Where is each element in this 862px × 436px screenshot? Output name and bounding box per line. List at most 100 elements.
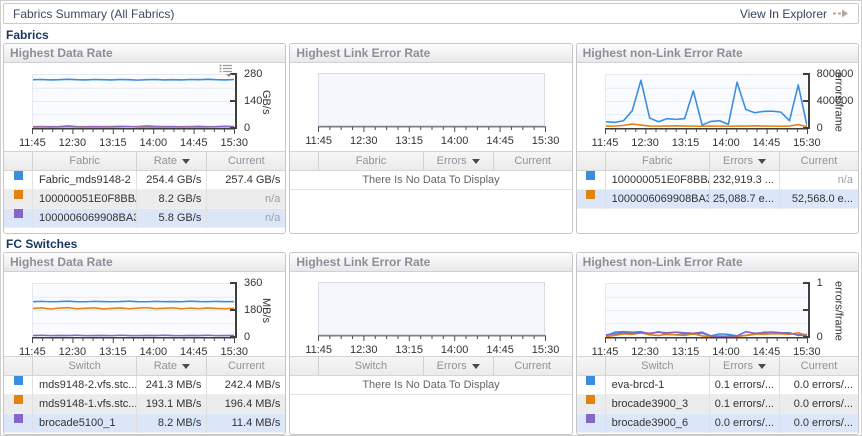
no-data-message: There Is No Data To Display xyxy=(290,171,572,190)
table-row[interactable]: brocade3900_6 0.0 errors/... 0.0 errors/..… xyxy=(576,414,858,433)
column-header-label: Errors xyxy=(723,360,753,372)
column-header-errors[interactable]: Errors xyxy=(710,152,780,171)
row-swatch-cell xyxy=(577,171,606,190)
table-row[interactable]: 100000051E0F8BBA 232,919.3 ... n/a xyxy=(576,171,858,190)
column-header-label: Errors xyxy=(436,155,467,167)
table-row[interactable]: eva-brcd-1 0.1 errors/... 0.0 errors/... xyxy=(576,376,858,395)
x-tick-label: 15:30 xyxy=(220,137,248,149)
y-axis-unit-label: errors/frame xyxy=(832,281,845,341)
x-axis-labels: 11:45 12:30 13:15 14:00 14:45 15:30 xyxy=(592,346,821,358)
table-header-row: Fabric Rate Current xyxy=(4,152,286,171)
column-header-current[interactable]: Current xyxy=(780,152,858,171)
series-color-swatch xyxy=(586,395,596,404)
y-tick-label: 180 xyxy=(244,304,263,316)
table-row[interactable]: mds9148-2.vfs.stc... 241.3 MB/s 242.4 MB/s xyxy=(4,376,286,395)
column-header-fabric[interactable]: Fabric xyxy=(319,152,424,171)
swatch-column-header xyxy=(4,357,33,376)
table-row[interactable]: Fabric_mds9148-2 254.4 GB/s 257.4 GB/s xyxy=(4,171,286,190)
x-tick-label: 14:45 xyxy=(180,346,208,358)
column-header-label: Current xyxy=(800,360,838,372)
y-tick xyxy=(802,282,810,284)
swatch-column-header xyxy=(577,357,606,376)
series-color-swatch xyxy=(586,376,596,385)
x-tick-label: 12:30 xyxy=(349,135,378,147)
row-value: 25,088.7 e... xyxy=(710,190,780,209)
panel-switches-highest-nonlink-error-rate: Highest non-Link Error Rate 1 0 errors/fra… xyxy=(575,252,859,435)
row-value: 8.2 GB/s xyxy=(137,190,208,209)
panel-title: Highest Link Error Rate xyxy=(290,44,572,63)
x-tick-label: 15:30 xyxy=(793,137,821,149)
row-swatch-cell xyxy=(577,414,606,433)
column-header-label: Fabric xyxy=(355,155,387,167)
table-row[interactable]: 1000006069908BA3 5.8 GB/s n/a xyxy=(4,209,286,228)
y-tick xyxy=(230,73,237,75)
column-header-errors[interactable]: Errors xyxy=(424,152,494,171)
row-name: 1000006069908BA3 xyxy=(606,190,710,209)
column-header-rate[interactable]: Rate xyxy=(137,357,208,376)
y-tick-label: 0 xyxy=(244,122,251,134)
column-header-current[interactable]: Current xyxy=(494,357,572,376)
row-current: n/a xyxy=(265,212,281,224)
column-header-label: Switch xyxy=(641,360,674,372)
column-header-fabric[interactable]: Fabric xyxy=(606,152,710,171)
swatch-column-header xyxy=(577,152,606,171)
series-color-swatch xyxy=(13,209,23,218)
series-color-swatch xyxy=(13,414,23,423)
column-header-current[interactable]: Current xyxy=(207,357,285,376)
y-tick-label: 1 xyxy=(816,277,823,289)
table-row[interactable]: brocade5100_1 8.2 MB/s 11.4 MB/s xyxy=(4,414,286,433)
row-current: 52,568.0 e... xyxy=(791,193,853,205)
x-tick-label: 13:15 xyxy=(395,344,423,356)
row-name: 100000051E0F8BBA xyxy=(33,190,138,209)
row-value: 241.3 MB/s xyxy=(137,376,208,395)
arrow-right-icon xyxy=(833,9,848,18)
plot-area xyxy=(32,74,234,128)
x-tick-label: 11:45 xyxy=(19,346,46,358)
switches-nonlink-error-chart: 1 0 errors/frame 11:45 12:30 13:15 14:00 14:45 1… xyxy=(577,272,858,358)
column-header-switch[interactable]: Switch xyxy=(33,357,138,376)
fabrics-data-rate-table: Fabric Rate Current Fabric_mds9148-2 254.4 G… xyxy=(4,151,286,228)
column-header-switch[interactable]: Switch xyxy=(606,357,710,376)
table-header-row: Fabric Errors Current xyxy=(290,152,572,171)
column-header-errors[interactable]: Errors xyxy=(424,357,494,376)
table-row[interactable]: 100000051E0F8BBA 8.2 GB/s n/a xyxy=(4,190,286,209)
column-header-errors[interactable]: Errors xyxy=(710,357,780,376)
y-tick-label: 280 xyxy=(244,68,263,80)
row-swatch-cell xyxy=(4,190,33,209)
x-tick-label: 14:00 xyxy=(712,137,740,149)
switches-nonlink-error-table: Switch Errors Current eva-brcd-1 0.1 errors/… xyxy=(576,356,858,433)
row-name: brocade5100_1 xyxy=(33,414,138,433)
x-tick-label: 11:45 xyxy=(305,344,333,356)
x-tick-label: 14:45 xyxy=(486,344,514,356)
swatch-column-header xyxy=(290,152,320,171)
table-row[interactable]: 1000006069908BA3 25,088.7 e... 52,568.0 e.… xyxy=(576,190,858,209)
y-tick-label: 140 xyxy=(244,95,263,107)
x-tick-label: 13:15 xyxy=(395,135,423,147)
column-header-label: Current xyxy=(514,155,551,167)
x-axis-ticks xyxy=(318,335,547,342)
x-tick-label: 12:30 xyxy=(58,137,87,149)
x-tick-label: 15:30 xyxy=(793,346,821,358)
column-header-switch[interactable]: Switch xyxy=(319,357,424,376)
plot-area xyxy=(318,282,546,335)
x-tick-label: 14:45 xyxy=(752,346,781,358)
series-color-swatch xyxy=(13,376,23,385)
column-header-current[interactable]: Current xyxy=(780,357,858,376)
column-header-label: Switch xyxy=(68,360,101,372)
series-color-swatch xyxy=(586,171,596,180)
column-header-current[interactable]: Current xyxy=(207,152,285,171)
table-row[interactable]: mds9148-1.vfs.stc... 193.1 MB/s 196.4 MB/s xyxy=(4,395,286,414)
table-header-row: Fabric Errors Current xyxy=(576,152,858,171)
column-header-fabric[interactable]: Fabric xyxy=(33,152,138,171)
chart-legend-menu-icon[interactable] xyxy=(219,64,233,77)
column-header-current[interactable]: Current xyxy=(494,152,572,171)
view-in-explorer-link[interactable]: View In Explorer xyxy=(740,7,849,21)
column-header-rate[interactable]: Rate xyxy=(137,152,208,171)
table-row[interactable]: brocade3900_3 0.1 errors/... 0.0 errors/..… xyxy=(576,395,858,414)
plot-area xyxy=(318,73,546,126)
x-tick-label: 12:30 xyxy=(349,344,378,356)
row-value: 5.8 GB/s xyxy=(137,209,208,228)
x-axis-ticks xyxy=(32,337,235,344)
row-value: 232,919.3 ... xyxy=(710,171,780,190)
